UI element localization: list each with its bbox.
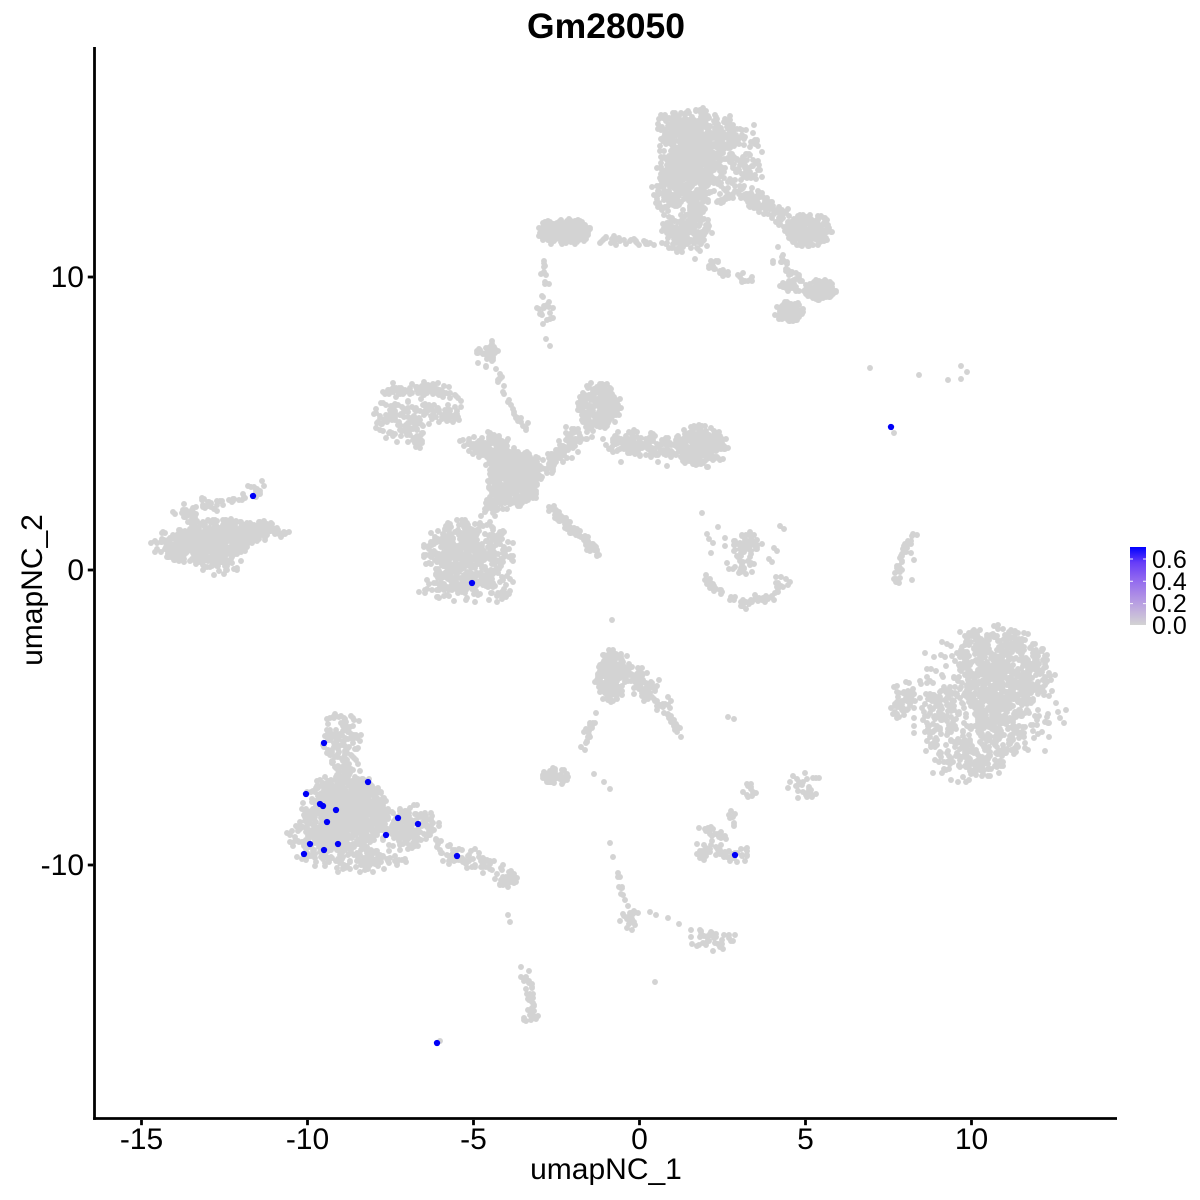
svg-text:10: 10 <box>51 261 84 294</box>
svg-text:10: 10 <box>955 1123 988 1156</box>
svg-text:0.2: 0.2 <box>1152 590 1187 618</box>
svg-text:-10: -10 <box>41 849 84 882</box>
svg-text:5: 5 <box>797 1123 814 1156</box>
svg-text:0: 0 <box>631 1123 648 1156</box>
svg-text:0.6: 0.6 <box>1152 546 1187 574</box>
svg-text:umapNC_2: umapNC_2 <box>16 514 49 666</box>
svg-text:-5: -5 <box>460 1123 487 1156</box>
svg-text:-10: -10 <box>286 1123 329 1156</box>
svg-text:-15: -15 <box>120 1123 163 1156</box>
svg-text:0.0: 0.0 <box>1152 612 1187 640</box>
svg-text:0: 0 <box>67 554 84 587</box>
svg-text:umapNC_1: umapNC_1 <box>530 1153 682 1186</box>
svg-text:Gm28050: Gm28050 <box>527 6 685 46</box>
svg-text:0.4: 0.4 <box>1152 568 1187 596</box>
